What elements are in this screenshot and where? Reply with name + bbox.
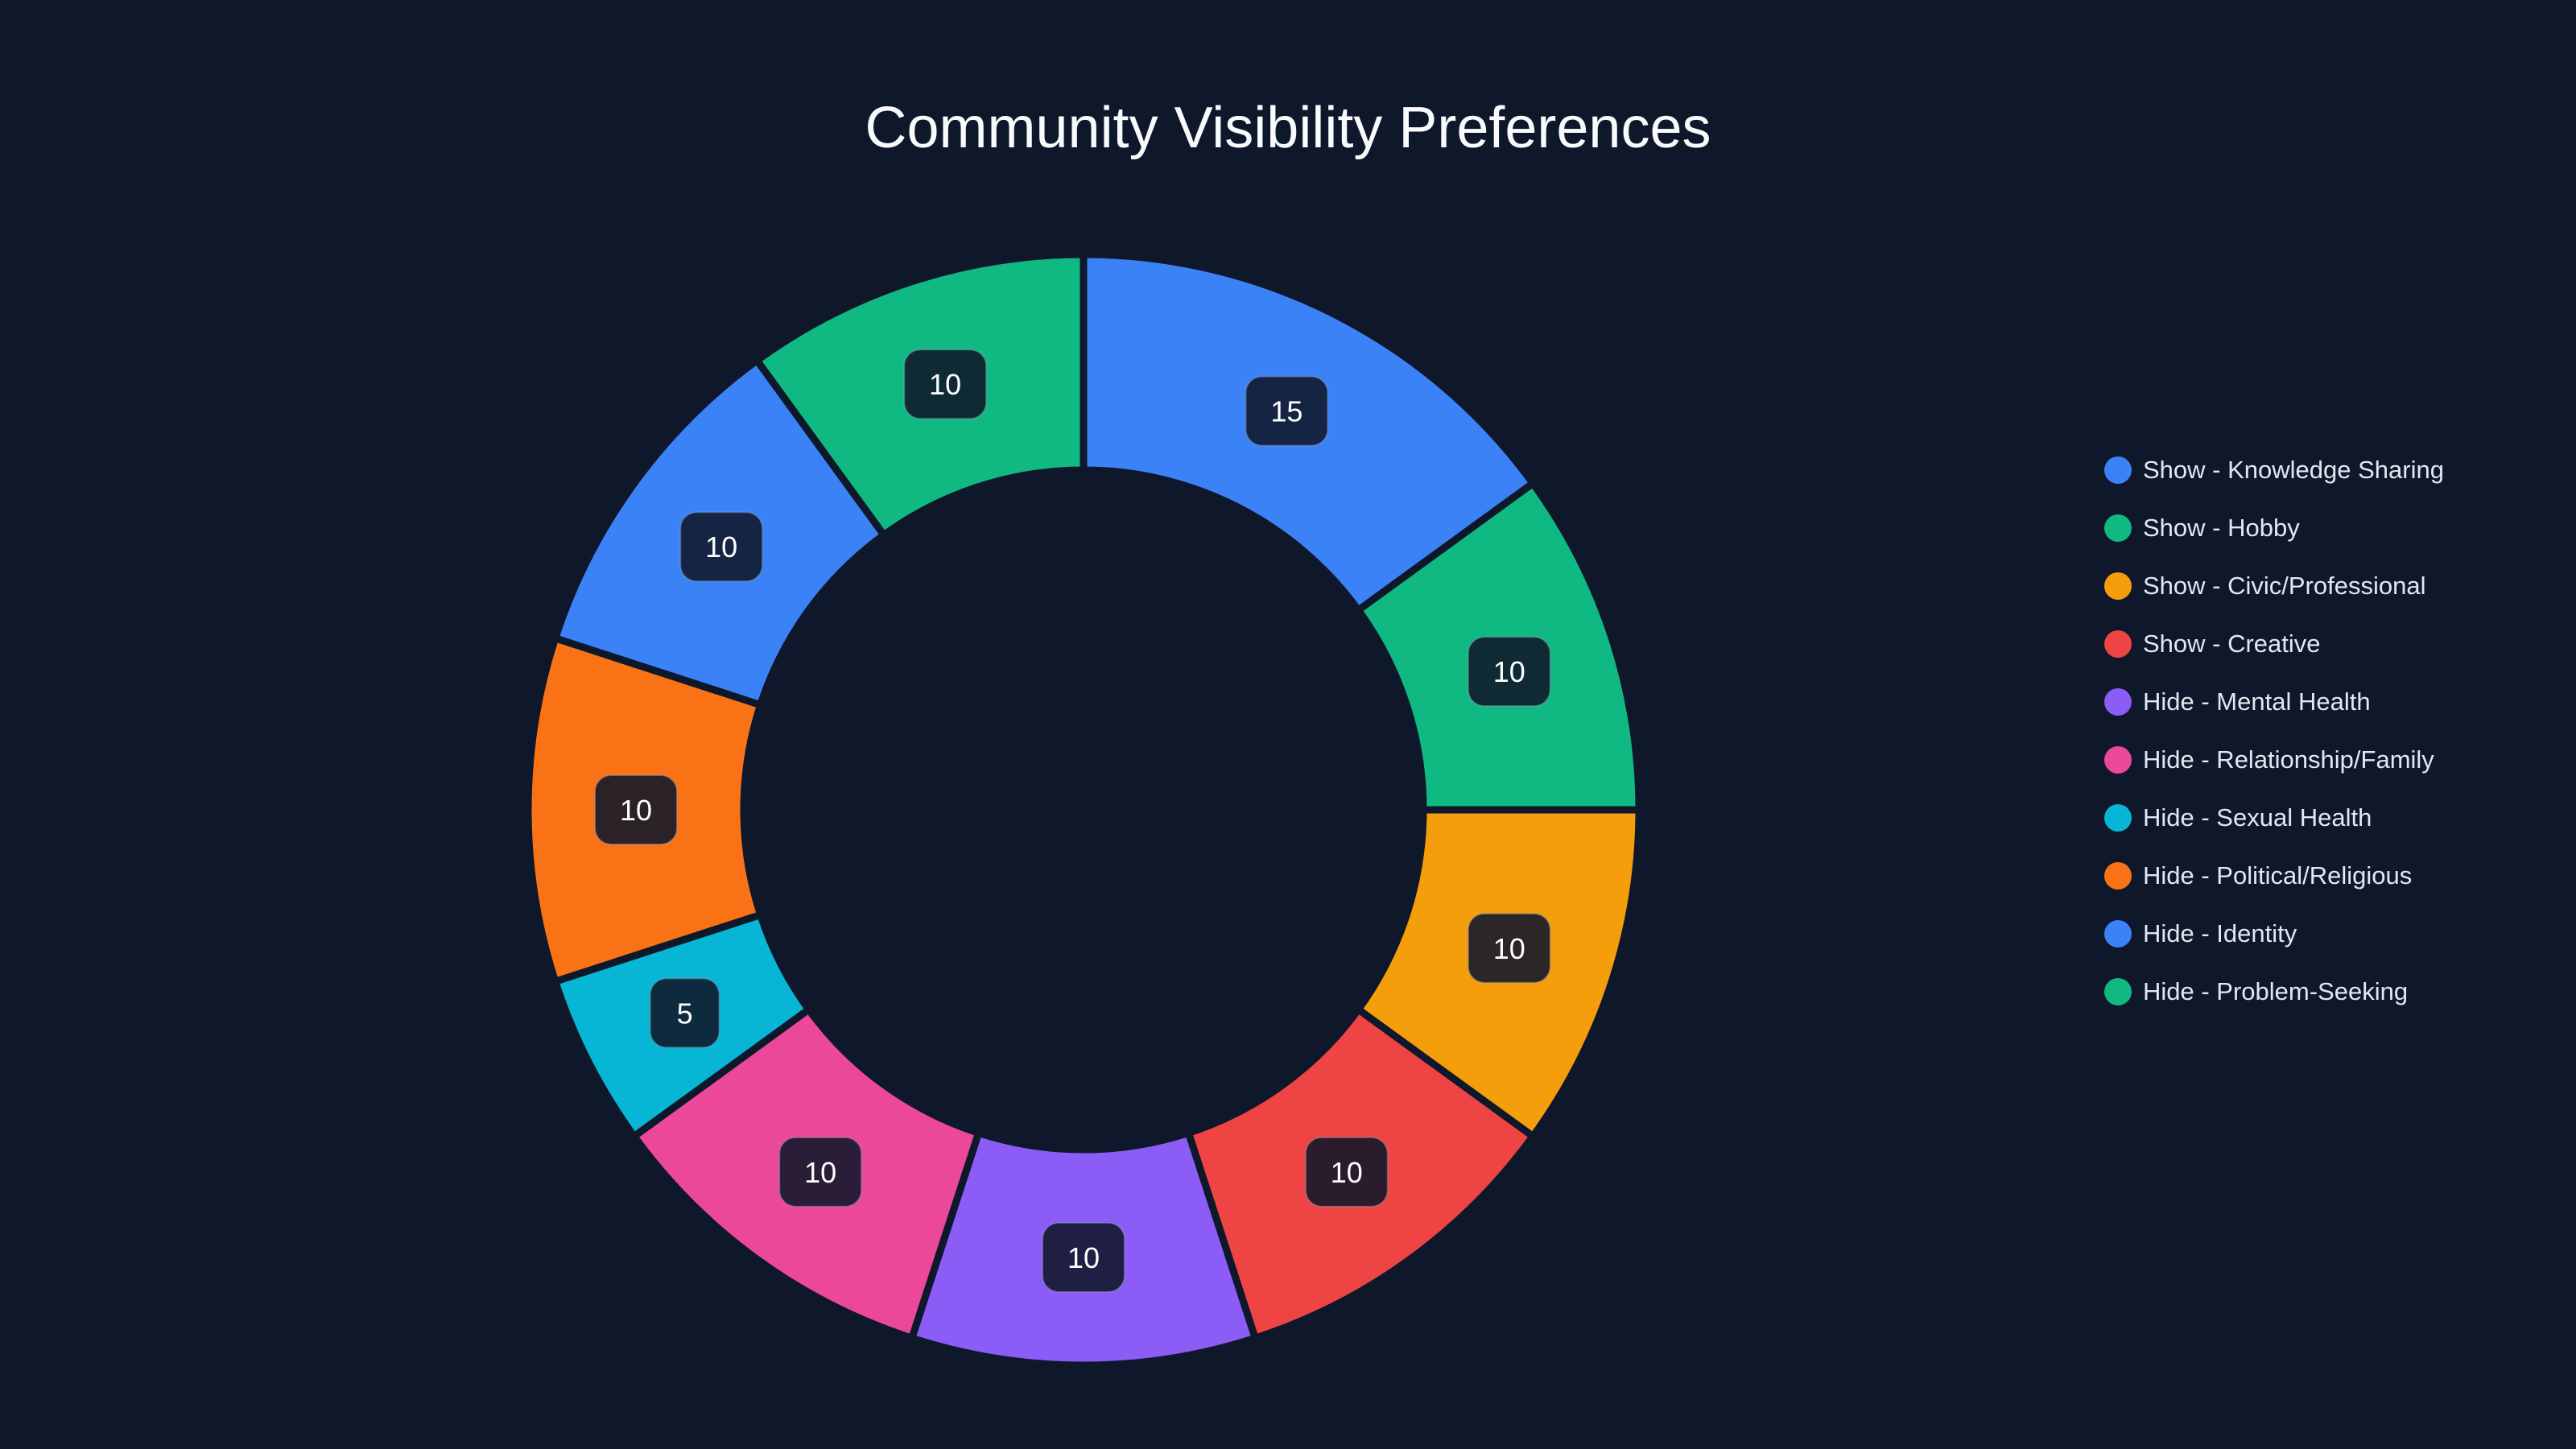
legend-swatch-icon xyxy=(2104,630,2132,658)
value-label: 10 xyxy=(620,794,652,827)
chart-title: Community Visibility Preferences xyxy=(865,96,1711,160)
slice-value-labels: 15 10 10 10 10 10 5 10 10 10 xyxy=(594,349,1551,1293)
legend-item[interactable]: Show - Hobby xyxy=(2104,499,2444,557)
value-label: 10 xyxy=(929,368,961,401)
legend-label: Show - Civic/Professional xyxy=(2143,572,2426,600)
legend-item[interactable]: Hide - Identity xyxy=(2104,905,2444,963)
value-badge xyxy=(903,349,988,420)
legend-label: Show - Hobby xyxy=(2143,514,2300,542)
value-label: 10 xyxy=(705,530,737,564)
legend-swatch-icon xyxy=(2104,688,2132,716)
value-label: 10 xyxy=(1493,932,1525,965)
legend-swatch-icon xyxy=(2104,920,2132,947)
legend-swatch-icon xyxy=(2104,804,2132,832)
legend-label: Hide - Political/Religious xyxy=(2143,861,2413,890)
legend-swatch-icon xyxy=(2104,746,2132,774)
legend-swatch-icon xyxy=(2104,572,2132,600)
legend-label: Hide - Sexual Health xyxy=(2143,803,2372,832)
donut-slices xyxy=(524,250,1643,1369)
legend-swatch-icon xyxy=(2104,514,2132,542)
value-label: 10 xyxy=(1331,1156,1363,1189)
legend-label: Hide - Relationship/Family xyxy=(2143,745,2434,774)
legend-item[interactable]: Hide - Sexual Health xyxy=(2104,789,2444,847)
value-badge xyxy=(649,977,720,1049)
legend-label: Hide - Mental Health xyxy=(2143,687,2371,716)
legend-label: Show - Knowledge Sharing xyxy=(2143,456,2444,484)
legend-swatch-icon xyxy=(2104,456,2132,484)
legend-item[interactable]: Show - Civic/Professional xyxy=(2104,557,2444,615)
value-label: 10 xyxy=(1493,655,1525,688)
value-label: 5 xyxy=(677,997,693,1030)
legend-item[interactable]: Show - Creative xyxy=(2104,615,2444,673)
value-label: 15 xyxy=(1270,395,1302,428)
chart-legend: Show - Knowledge Sharing Show - Hobby Sh… xyxy=(2104,441,2444,1021)
legend-item[interactable]: Hide - Problem-Seeking xyxy=(2104,963,2444,1021)
legend-label: Show - Creative xyxy=(2143,630,2321,658)
legend-label: Hide - Identity xyxy=(2143,919,2297,947)
legend-item[interactable]: Hide - Mental Health xyxy=(2104,673,2444,731)
legend-label: Hide - Problem-Seeking xyxy=(2143,977,2409,1005)
legend-item[interactable]: Hide - Relationship/Family xyxy=(2104,731,2444,789)
value-badge xyxy=(594,774,678,845)
legend-item[interactable]: Hide - Political/Religious xyxy=(2104,847,2444,905)
value-badge xyxy=(1467,636,1551,708)
value-badge xyxy=(1304,1136,1389,1208)
value-badge xyxy=(679,511,764,583)
value-badge xyxy=(778,1136,863,1208)
value-badge xyxy=(1042,1222,1125,1293)
legend-item[interactable]: Show - Knowledge Sharing xyxy=(2104,441,2444,499)
value-label: 10 xyxy=(1067,1241,1100,1274)
value-badge xyxy=(1245,375,1329,447)
value-label: 10 xyxy=(804,1156,836,1189)
legend-swatch-icon xyxy=(2104,862,2132,890)
value-badge xyxy=(1467,912,1551,984)
legend-swatch-icon xyxy=(2104,978,2132,1005)
